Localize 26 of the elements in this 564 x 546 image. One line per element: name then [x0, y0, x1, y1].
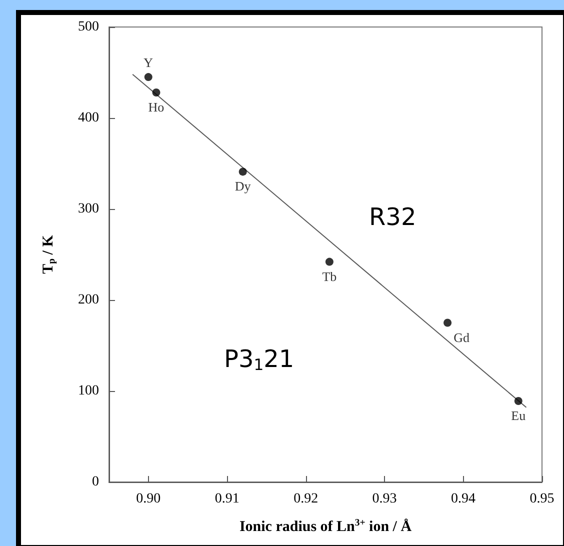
annotation: Gd [454, 330, 470, 345]
point [152, 88, 160, 97]
point [238, 168, 247, 176]
point [325, 258, 334, 266]
y-tick-label: 500 [78, 20, 99, 34]
x-tick-label: 0.94 [451, 492, 476, 506]
annotation: Eu [511, 408, 526, 424]
point [514, 397, 522, 406]
y-axis-title: Tp / K [40, 234, 58, 274]
x-tick-label: 0.93 [372, 492, 397, 506]
x-tick-label: 0.92 [294, 492, 318, 506]
y-tick-label: 300 [78, 202, 99, 216]
point [444, 318, 452, 327]
annotation: Tb [322, 268, 337, 284]
y-tick-label: 0 [92, 474, 99, 490]
x-tick-label: 0.90 [136, 492, 161, 506]
annotation: R32 [369, 203, 416, 231]
annotation: Ho [148, 100, 164, 115]
y-tick-label: 400 [78, 110, 99, 126]
y-tick-label: 100 [78, 384, 99, 398]
annotation: Dy [234, 178, 252, 194]
x-tick-label: 0.95 [530, 492, 554, 506]
point [144, 73, 152, 82]
annotation: Y [144, 55, 154, 70]
x-tick-label: 0.91 [214, 492, 240, 506]
y-tick-label: 200 [78, 292, 99, 308]
